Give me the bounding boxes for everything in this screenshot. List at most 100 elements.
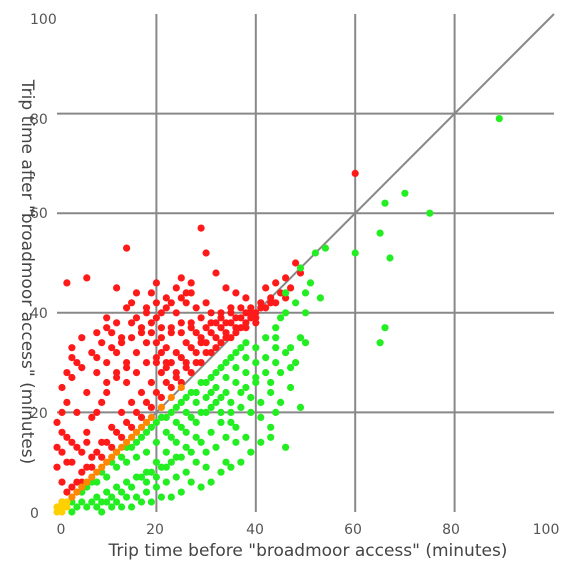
data-point	[242, 369, 250, 377]
data-point	[197, 408, 205, 416]
data-point	[83, 483, 91, 491]
data-point	[495, 115, 503, 123]
x-axis-ticks: 0 20 40 60 80 100	[57, 522, 560, 538]
data-point	[63, 369, 71, 377]
data-point	[172, 349, 180, 357]
data-point	[182, 299, 190, 307]
data-point	[162, 413, 170, 421]
data-point	[162, 478, 170, 486]
data-point	[162, 428, 170, 436]
data-point	[128, 299, 136, 307]
data-point	[147, 423, 155, 431]
data-point	[232, 329, 240, 337]
data-point	[63, 458, 71, 466]
data-point	[152, 354, 160, 362]
data-point	[227, 408, 235, 416]
data-point	[123, 478, 131, 486]
data-point	[108, 344, 116, 352]
data-point	[242, 383, 250, 392]
data-point	[73, 488, 81, 496]
data-point	[381, 199, 389, 207]
data-point	[316, 294, 324, 302]
data-point	[108, 503, 116, 511]
data-point	[132, 428, 141, 436]
data-point	[277, 289, 285, 297]
data-point	[113, 498, 121, 506]
data-point	[142, 428, 151, 436]
data-point	[137, 388, 146, 397]
data-point	[162, 448, 170, 456]
data-point	[267, 433, 275, 441]
data-point	[132, 408, 141, 416]
data-point	[177, 423, 185, 431]
data-point	[272, 334, 280, 342]
data-point	[202, 339, 210, 347]
data-point	[78, 498, 86, 506]
data-point	[83, 428, 91, 436]
data-point	[132, 289, 141, 297]
data-point	[113, 448, 121, 456]
data-point	[157, 393, 165, 402]
data-point	[292, 299, 300, 307]
data-point	[142, 359, 151, 367]
data-point	[93, 408, 101, 416]
data-point	[123, 458, 131, 466]
data-point	[217, 309, 225, 317]
data-point	[147, 289, 155, 297]
x-axis-title: Trip time before "broadmoor access" (min…	[108, 541, 508, 561]
y-tick-label: 60	[30, 206, 48, 222]
data-point	[232, 378, 240, 387]
data-point	[152, 359, 160, 367]
data-point	[137, 329, 146, 337]
data-point	[128, 433, 136, 441]
data-point	[247, 304, 255, 312]
data-point	[53, 463, 61, 471]
data-point	[152, 473, 160, 481]
data-point	[296, 403, 305, 411]
data-point	[277, 369, 285, 377]
data-point	[202, 249, 210, 257]
data-point	[68, 508, 76, 516]
data-point	[386, 254, 394, 262]
data-point	[118, 408, 126, 416]
data-point	[157, 493, 165, 501]
data-point	[132, 493, 141, 501]
data-point	[187, 369, 195, 377]
data-point	[162, 359, 170, 367]
data-point	[58, 428, 66, 436]
data-point	[137, 433, 146, 441]
data-point	[287, 383, 295, 392]
data-point	[137, 324, 146, 332]
data-point	[282, 294, 290, 302]
data-point	[212, 383, 220, 392]
data-point	[113, 428, 121, 436]
data-point	[282, 443, 290, 451]
data-point	[132, 349, 141, 357]
data-point	[282, 309, 290, 317]
data-point	[157, 403, 165, 411]
data-point	[68, 493, 76, 501]
data-point	[123, 443, 131, 451]
data-point	[381, 324, 389, 332]
data-point	[142, 309, 151, 317]
data-point	[73, 359, 81, 367]
data-point	[128, 319, 136, 327]
data-point	[132, 314, 141, 322]
data-point	[212, 269, 220, 277]
data-point	[78, 483, 86, 491]
data-point	[128, 398, 136, 406]
x-tick-label: 100	[533, 522, 560, 538]
data-point	[202, 299, 210, 307]
data-point	[306, 279, 315, 287]
data-point	[113, 463, 121, 471]
data-point	[376, 229, 384, 237]
data-point	[207, 403, 215, 411]
data-point	[227, 398, 235, 406]
data-point	[58, 448, 66, 456]
data-point	[73, 443, 81, 451]
data-point	[118, 339, 126, 347]
data-point	[167, 433, 175, 441]
data-point	[103, 378, 111, 387]
data-point	[237, 304, 245, 312]
data-point	[267, 299, 275, 307]
